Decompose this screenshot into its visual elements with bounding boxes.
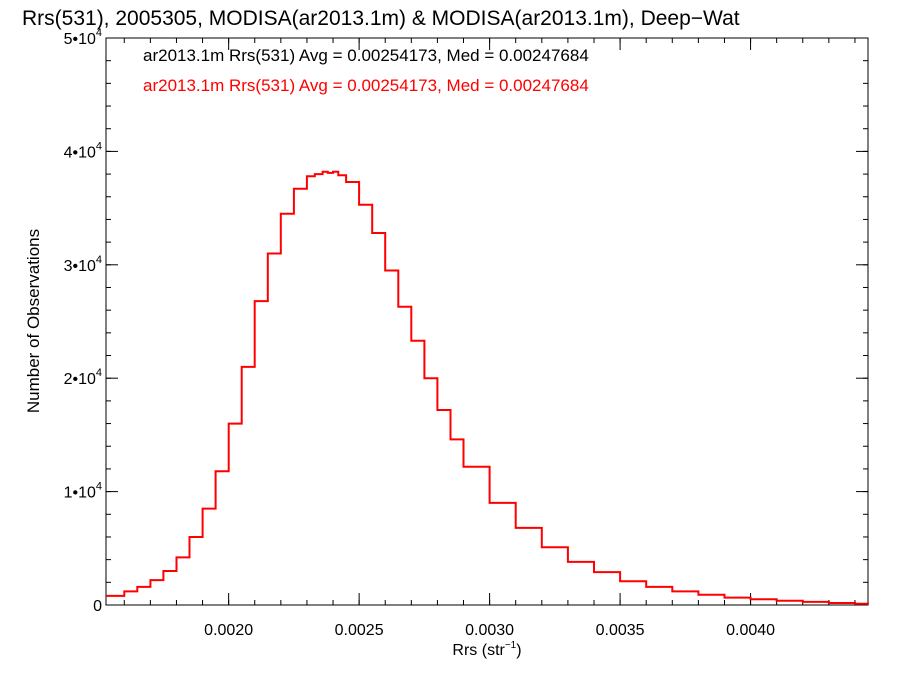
y-tick-label: 3•104 bbox=[64, 254, 102, 275]
x-tick-label: 0.0030 bbox=[465, 622, 514, 639]
x-tick-label: 0.0020 bbox=[204, 622, 253, 639]
legend-entry-1: ar2013.1m Rrs(531) Avg = 0.00254173, Med… bbox=[143, 46, 589, 65]
major-ticks bbox=[106, 37, 868, 606]
y-tick-label: 1•104 bbox=[64, 481, 102, 502]
plot-frame bbox=[105, 37, 869, 606]
x-axis-label-sup: −1 bbox=[505, 640, 517, 651]
y-axis-label: Number of Observations bbox=[24, 229, 43, 413]
x-tick-labels: 0.0020 0.0025 0.0030 0.0035 0.0040 bbox=[204, 622, 775, 639]
x-tick-label: 0.0025 bbox=[335, 622, 384, 639]
x-tick-label: 0.0040 bbox=[726, 622, 775, 639]
y-tick-label: 4•104 bbox=[64, 140, 102, 161]
chart-title: Rrs(531), 2005305, MODISA(ar2013.1m) & M… bbox=[22, 7, 740, 30]
x-axis-label-main: Rrs (str bbox=[452, 642, 505, 659]
y-tick-labels: 0 1•104 2•104 3•104 4•104 5•104 bbox=[64, 27, 103, 615]
y-tick-label: 0 bbox=[93, 598, 102, 615]
x-tick-label: 0.0035 bbox=[596, 622, 645, 639]
x-axis-label: Rrs (str−1) bbox=[452, 640, 521, 659]
series-line bbox=[106, 170, 869, 605]
x-axis-label-close: ) bbox=[516, 642, 521, 659]
minor-ticks bbox=[106, 37, 868, 606]
legend-entry-2: ar2013.1m Rrs(531) Avg = 0.00254173, Med… bbox=[143, 76, 589, 95]
y-tick-label: 2•104 bbox=[64, 367, 102, 388]
y-tick-label: 5•104 bbox=[64, 27, 102, 48]
